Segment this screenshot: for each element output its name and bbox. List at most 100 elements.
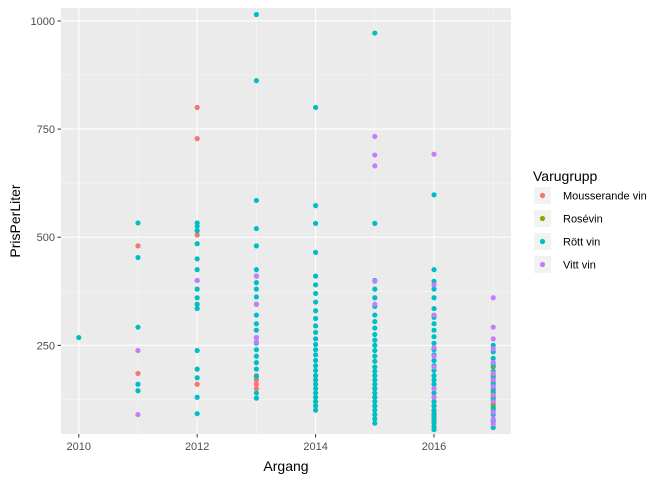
point-mousserande-vin (194, 232, 200, 238)
point-r-tt-vin (194, 366, 200, 372)
point-vitt-vin (490, 392, 496, 398)
point-r-tt-vin (372, 407, 378, 413)
point-r-tt-vin (372, 358, 378, 364)
point-r-tt-vin (135, 324, 141, 330)
point-r-tt-vin (194, 375, 200, 381)
point-vitt-vin (431, 385, 437, 392)
point-r-tt-vin (372, 420, 378, 426)
point-r-tt-vin (313, 381, 319, 387)
point-mousserande-vin (194, 381, 200, 387)
point-r-tt-vin (194, 305, 200, 312)
point-r-tt-vin (194, 223, 200, 230)
point-r-tt-vin (313, 290, 319, 297)
legend-label-r-tt-vin: Rött vin (563, 237, 600, 249)
point-r-tt-vin (372, 337, 378, 343)
point-r-tt-vin (313, 357, 319, 364)
point-r-tt-vin (372, 381, 378, 387)
point-r-tt-vin (313, 403, 319, 409)
point-r-tt-vin (253, 243, 259, 249)
point-vitt-vin (135, 347, 141, 354)
point-vitt-vin (431, 282, 437, 288)
point-vitt-vin (253, 334, 259, 341)
x-tick-label: 2012 (185, 441, 209, 453)
point-r-tt-vin (313, 377, 319, 383)
point-vitt-vin (490, 377, 496, 383)
point-r-tt-vin (194, 394, 200, 400)
y-tick-label: 250 (37, 340, 55, 352)
point-vitt-vin (253, 273, 259, 279)
point-mousserande-vin (194, 104, 200, 111)
point-vitt-vin (372, 152, 378, 158)
point-r-tt-vin (253, 267, 259, 273)
point-r-tt-vin (431, 321, 437, 327)
point-vitt-vin (490, 295, 496, 301)
point-r-tt-vin (431, 403, 437, 409)
point-mousserande-vin (194, 136, 200, 142)
point-r-tt-vin (431, 398, 437, 405)
point-r-tt-vin (313, 323, 319, 329)
point-r-tt-vin (253, 321, 259, 327)
point-r-tt-vin (253, 294, 259, 300)
point-r-tt-vin (431, 340, 437, 346)
point-vitt-vin (135, 411, 141, 418)
legend-swatch-mousserande-vin (539, 192, 546, 199)
point-r-tt-vin (431, 407, 437, 413)
x-axis-title: Argang (263, 458, 308, 474)
point-r-tt-vin (431, 295, 437, 301)
point-mousserande-vin (135, 370, 141, 377)
point-vitt-vin (431, 364, 437, 370)
point-r-tt-vin (313, 352, 319, 358)
point-r-tt-vin (372, 398, 378, 405)
point-r-tt-vin (372, 325, 378, 331)
point-r-tt-vin (372, 368, 378, 374)
point-r-tt-vin (431, 286, 437, 292)
y-tick-label: 750 (37, 124, 55, 136)
point-r-tt-vin (253, 312, 259, 318)
point-vitt-vin (372, 163, 378, 169)
point-r-tt-vin (431, 357, 437, 364)
point-r-tt-vin (372, 286, 378, 292)
point-r-tt-vin (253, 225, 259, 232)
point-r-tt-vin (194, 228, 200, 234)
point-r-tt-vin (313, 336, 319, 342)
point-r-tt-vin (372, 318, 378, 325)
point-r-tt-vin (372, 295, 378, 301)
legend-swatch-r-tt-vin (539, 238, 546, 245)
point-vitt-vin (253, 339, 259, 345)
point-r-tt-vin (490, 405, 496, 411)
legend-label-vitt-vin: Vitt vin (563, 260, 596, 272)
point-r-tt-vin (313, 373, 319, 379)
point-vitt-vin (490, 383, 496, 390)
point-r-tt-vin (253, 197, 259, 204)
point-mousserande-vin (253, 381, 259, 387)
point-vitt-vin (431, 312, 437, 318)
point-vitt-vin (490, 360, 496, 366)
point-r-tt-vin (253, 390, 259, 396)
point-r-tt-vin (372, 377, 378, 383)
point-vitt-vin (372, 133, 378, 140)
point-vitt-vin (490, 346, 496, 352)
point-r-tt-vin (253, 11, 259, 18)
point-r-tt-vin (313, 363, 319, 369)
point-r-tt-vin (372, 30, 378, 36)
point-r-tt-vin (372, 390, 378, 396)
point-r-tt-vin (313, 273, 319, 279)
point-r-tt-vin (135, 381, 141, 387)
point-r-tt-vin (194, 411, 200, 417)
point-r-tt-vin (194, 295, 200, 301)
point-vitt-vin (490, 336, 496, 342)
point-r-tt-vin (313, 249, 319, 255)
x-axis-ticks: 2010 2012 2014 2016 (67, 434, 446, 453)
point-r-tt-vin (253, 280, 259, 286)
point-r-tt-vin (194, 256, 200, 262)
point-r-tt-vin (372, 385, 378, 392)
point-vitt-vin (490, 324, 496, 330)
point-r-tt-vin (253, 360, 259, 366)
point-r-tt-vin (372, 331, 378, 338)
point-r-tt-vin (313, 308, 319, 314)
point-r-tt-vin (431, 381, 437, 387)
point-vitt-vin (431, 151, 437, 157)
point-r-tt-vin (372, 411, 378, 418)
point-mousserande-vin (135, 243, 141, 249)
point-r-tt-vin (431, 192, 437, 198)
